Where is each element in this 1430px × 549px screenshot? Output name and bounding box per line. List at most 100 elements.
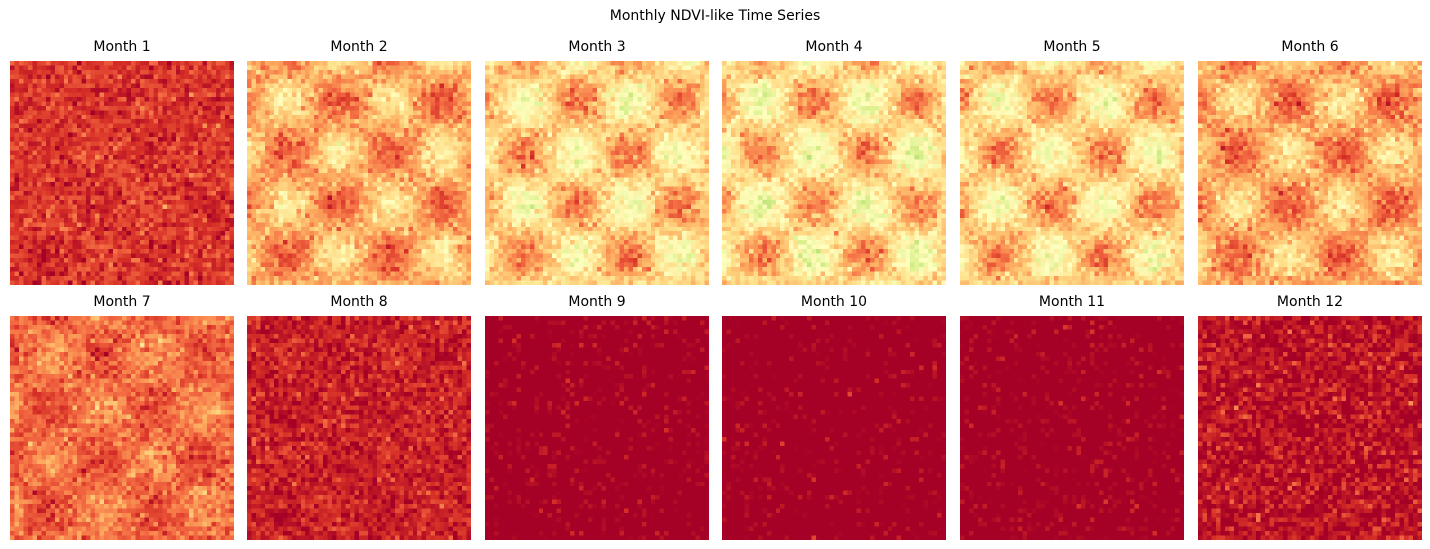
heatmap-cell (345, 83, 351, 89)
heatmap-cell (68, 217, 74, 223)
heatmap-cell (81, 258, 87, 263)
heatmap-cell (408, 240, 414, 245)
heatmap-cell (336, 83, 342, 89)
heatmap-cell (153, 280, 159, 285)
heatmap-cell (372, 92, 378, 98)
heatmap-cell (273, 190, 279, 196)
heatmap-cell (417, 199, 423, 205)
heatmap-cell (77, 150, 82, 156)
heatmap-cell (50, 186, 56, 192)
heatmap-cell (180, 253, 186, 259)
heatmap-cell (314, 78, 319, 84)
heatmap-cell (314, 96, 319, 102)
heatmap-cell (359, 87, 364, 93)
heatmap-cell (90, 164, 96, 169)
heatmap-cell (350, 65, 355, 71)
heatmap-cell (59, 83, 65, 89)
heatmap-cell (287, 69, 293, 75)
heatmap-cell (72, 240, 78, 245)
heatmap-cell (54, 222, 60, 228)
heatmap-cell (367, 128, 373, 133)
heatmap-cell (126, 249, 132, 254)
heatmap-cell (86, 235, 91, 241)
heatmap-cell (403, 271, 409, 277)
heatmap-cell (135, 123, 141, 129)
heatmap-cell (202, 217, 208, 223)
heatmap-cell (278, 213, 284, 219)
heatmap-cell (390, 105, 396, 111)
heatmap-cell (305, 199, 311, 205)
heatmap-cell (278, 204, 284, 210)
heatmap-cell (291, 213, 297, 219)
heatmap-cell (10, 235, 15, 241)
heatmap-cell (198, 132, 203, 138)
heatmap-cell (225, 262, 230, 268)
heatmap-cell (54, 146, 60, 151)
heatmap-cell (390, 137, 396, 142)
heatmap-cell (408, 181, 414, 187)
heatmap-cell (453, 123, 458, 129)
heatmap-cell (36, 231, 42, 237)
heatmap-cell (372, 141, 378, 147)
heatmap-cell (207, 96, 212, 102)
heatmap-cell (81, 280, 87, 285)
heatmap-cell (193, 244, 199, 250)
heatmap-cell (220, 168, 226, 174)
heatmap-cell (287, 137, 293, 142)
heatmap-cell (327, 258, 333, 263)
heatmap-cell (77, 195, 82, 201)
heatmap-cell (359, 240, 364, 245)
heatmap-cell (323, 253, 328, 259)
heatmap-cell (153, 235, 159, 241)
heatmap-cell (341, 87, 346, 93)
heatmap-cell (72, 110, 78, 116)
heatmap-cell (350, 69, 355, 75)
heatmap-cell (198, 262, 203, 268)
heatmap-cell (439, 141, 445, 147)
heatmap-cell (207, 204, 212, 210)
heatmap-cell (430, 231, 436, 237)
heatmap-cell (439, 61, 445, 66)
heatmap-cell (444, 132, 449, 138)
heatmap-cell (314, 155, 319, 160)
heatmap-cell (296, 186, 302, 192)
heatmap-cell (193, 150, 199, 156)
heatmap-cell (139, 217, 145, 223)
heatmap-cell (399, 105, 405, 111)
heatmap-cell (135, 78, 141, 84)
heatmap-cell (144, 128, 150, 133)
heatmap-cell (359, 253, 364, 259)
heatmap-cell (117, 119, 123, 125)
heatmap-cell (207, 159, 212, 165)
heatmap-cell (435, 217, 440, 223)
heatmap-cell (189, 114, 194, 120)
heatmap-cell (157, 280, 163, 285)
heatmap-cell (32, 155, 38, 160)
heatmap-cell (157, 65, 163, 71)
heatmap-cell (229, 74, 234, 80)
heatmap-cell (68, 213, 74, 219)
heatmap-cell (41, 159, 47, 165)
heatmap-cell (27, 114, 33, 120)
heatmap-cell (130, 262, 136, 268)
heatmap-cell (202, 123, 208, 129)
heatmap-cell (23, 204, 29, 210)
heatmap-cell (72, 119, 78, 125)
heatmap-cell (421, 146, 427, 151)
heatmap-cell (305, 61, 311, 66)
heatmap-cell (113, 150, 118, 156)
heatmap-cell (345, 249, 351, 254)
heatmap-cell (390, 262, 396, 268)
heatmap-cell (278, 83, 284, 89)
heatmap-cell (171, 235, 177, 241)
heatmap-cell (255, 280, 261, 285)
heatmap-cell (207, 222, 212, 228)
heatmap-cell (99, 164, 105, 169)
heatmap-cell (278, 164, 284, 169)
heatmap-cell (363, 177, 369, 183)
heatmap-cell (153, 110, 159, 116)
heatmap-cell (122, 83, 127, 89)
heatmap-cell (260, 65, 266, 71)
heatmap-cell (189, 213, 194, 219)
heatmap-cell (372, 276, 378, 281)
